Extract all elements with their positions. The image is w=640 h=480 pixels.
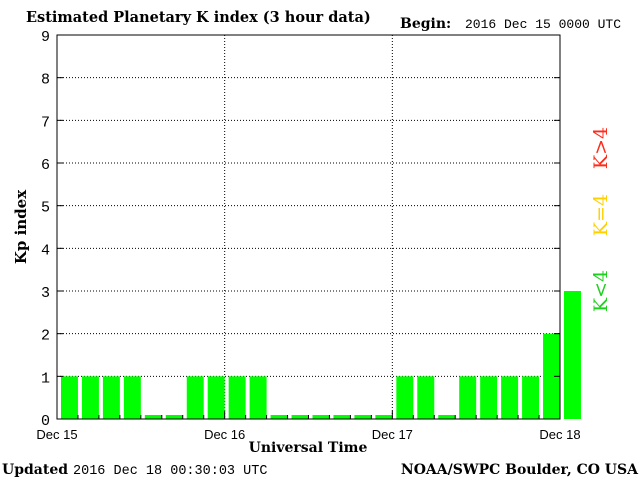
legend-k-greater: K>4 <box>590 127 612 169</box>
y-tick-label: 9 <box>41 29 50 46</box>
bar <box>144 415 162 419</box>
x-axis-label: Universal Time <box>249 440 368 456</box>
updated-label: Updated <box>2 462 68 478</box>
bar <box>186 376 204 419</box>
x-tick-label: Dec 15 <box>36 427 77 442</box>
bar <box>207 376 225 419</box>
y-tick-label: 8 <box>41 72 50 89</box>
bar <box>81 376 99 419</box>
grid-lines <box>57 35 560 419</box>
y-tick-label: 1 <box>41 370 50 387</box>
plot-area <box>57 35 560 419</box>
bar-series <box>61 291 581 419</box>
bar <box>417 376 435 419</box>
bar <box>375 415 393 419</box>
y-tick-label: 3 <box>41 285 50 302</box>
x-tick-label: Dec 17 <box>372 427 413 442</box>
bar <box>249 376 267 419</box>
bar <box>522 376 540 419</box>
x-axis-ticks: Dec 15 Dec 16 Dec 17 Dec 18 <box>36 411 581 442</box>
begin-value: 2016 Dec 15 0000 UTC <box>465 17 621 32</box>
bar <box>333 415 351 419</box>
y-axis-ticks: 0 1 2 3 4 5 6 7 8 9 <box>41 29 560 430</box>
bar <box>396 376 414 419</box>
bar <box>102 376 120 419</box>
y-tick-label: 7 <box>41 114 50 131</box>
y-tick-label: 6 <box>41 157 50 174</box>
bar <box>459 376 477 419</box>
bar <box>501 376 519 419</box>
bar <box>480 376 498 419</box>
x-tick-label: Dec 18 <box>539 427 580 442</box>
y-tick-label: 0 <box>41 413 50 430</box>
bar <box>165 415 183 419</box>
updated-value: 2016 Dec 18 00:30:03 UTC <box>73 464 267 479</box>
bar <box>354 415 372 419</box>
legend-k-less: K<4 <box>590 270 612 312</box>
source-credit: NOAA/SWPC Boulder, CO USA <box>401 462 639 478</box>
y-tick-label: 4 <box>41 242 50 259</box>
bar <box>270 415 288 419</box>
bar <box>228 376 246 419</box>
legend-k-equal: K=4 <box>590 194 612 236</box>
chart-title: Estimated Planetary K index (3 hour data… <box>26 9 371 26</box>
bar <box>438 415 456 419</box>
bar <box>564 291 581 419</box>
bar <box>123 376 141 419</box>
bar <box>543 333 560 419</box>
y-tick-label: 2 <box>41 328 50 345</box>
bar <box>61 376 78 419</box>
bar <box>312 415 330 419</box>
begin-label: Begin: <box>400 16 451 32</box>
bar <box>291 415 309 419</box>
y-axis-label: Kp index <box>12 189 30 264</box>
y-tick-label: 5 <box>41 200 50 217</box>
x-tick-label: Dec 16 <box>204 427 245 442</box>
